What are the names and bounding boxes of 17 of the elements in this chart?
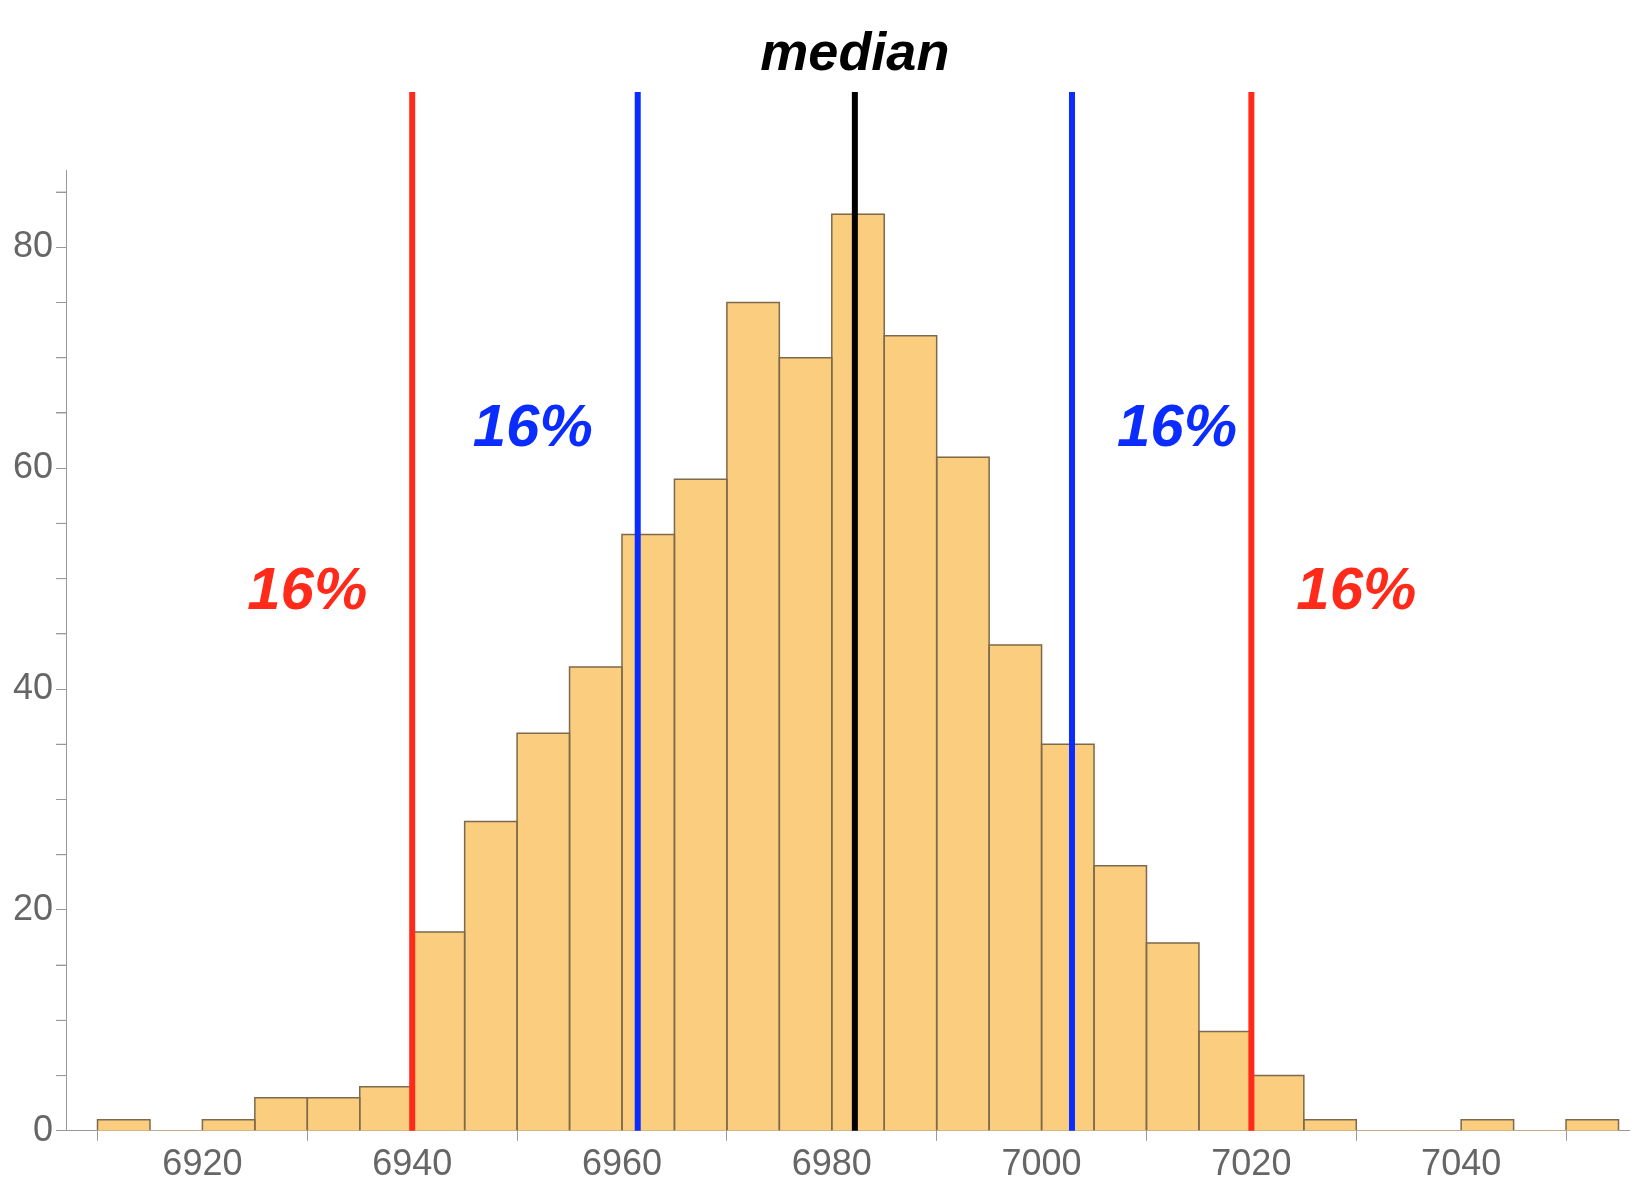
annotation: 16% (247, 555, 368, 623)
x-tick-label: 6980 (791, 1142, 872, 1184)
y-tick-label: 0 (33, 1107, 54, 1149)
x-tick-label: 7040 (1421, 1142, 1502, 1184)
x-tick-label: 6940 (372, 1142, 453, 1184)
annotation: 16% (1116, 391, 1238, 459)
y-tick-label: 80 (13, 224, 54, 266)
y-tick-label: 20 (13, 886, 54, 928)
x-tick-label: 7020 (1211, 1142, 1292, 1184)
x-tick-label: 7000 (1001, 1142, 1082, 1184)
annotation: 16% (1296, 555, 1417, 623)
ref-line-label: median (760, 21, 950, 81)
x-tick-label: 6960 (581, 1142, 663, 1184)
annotation: 16% (472, 391, 593, 459)
y-tick-label: 60 (13, 445, 54, 487)
y-tick-label: 40 (13, 665, 54, 707)
x-tick-label: 6920 (162, 1142, 243, 1184)
